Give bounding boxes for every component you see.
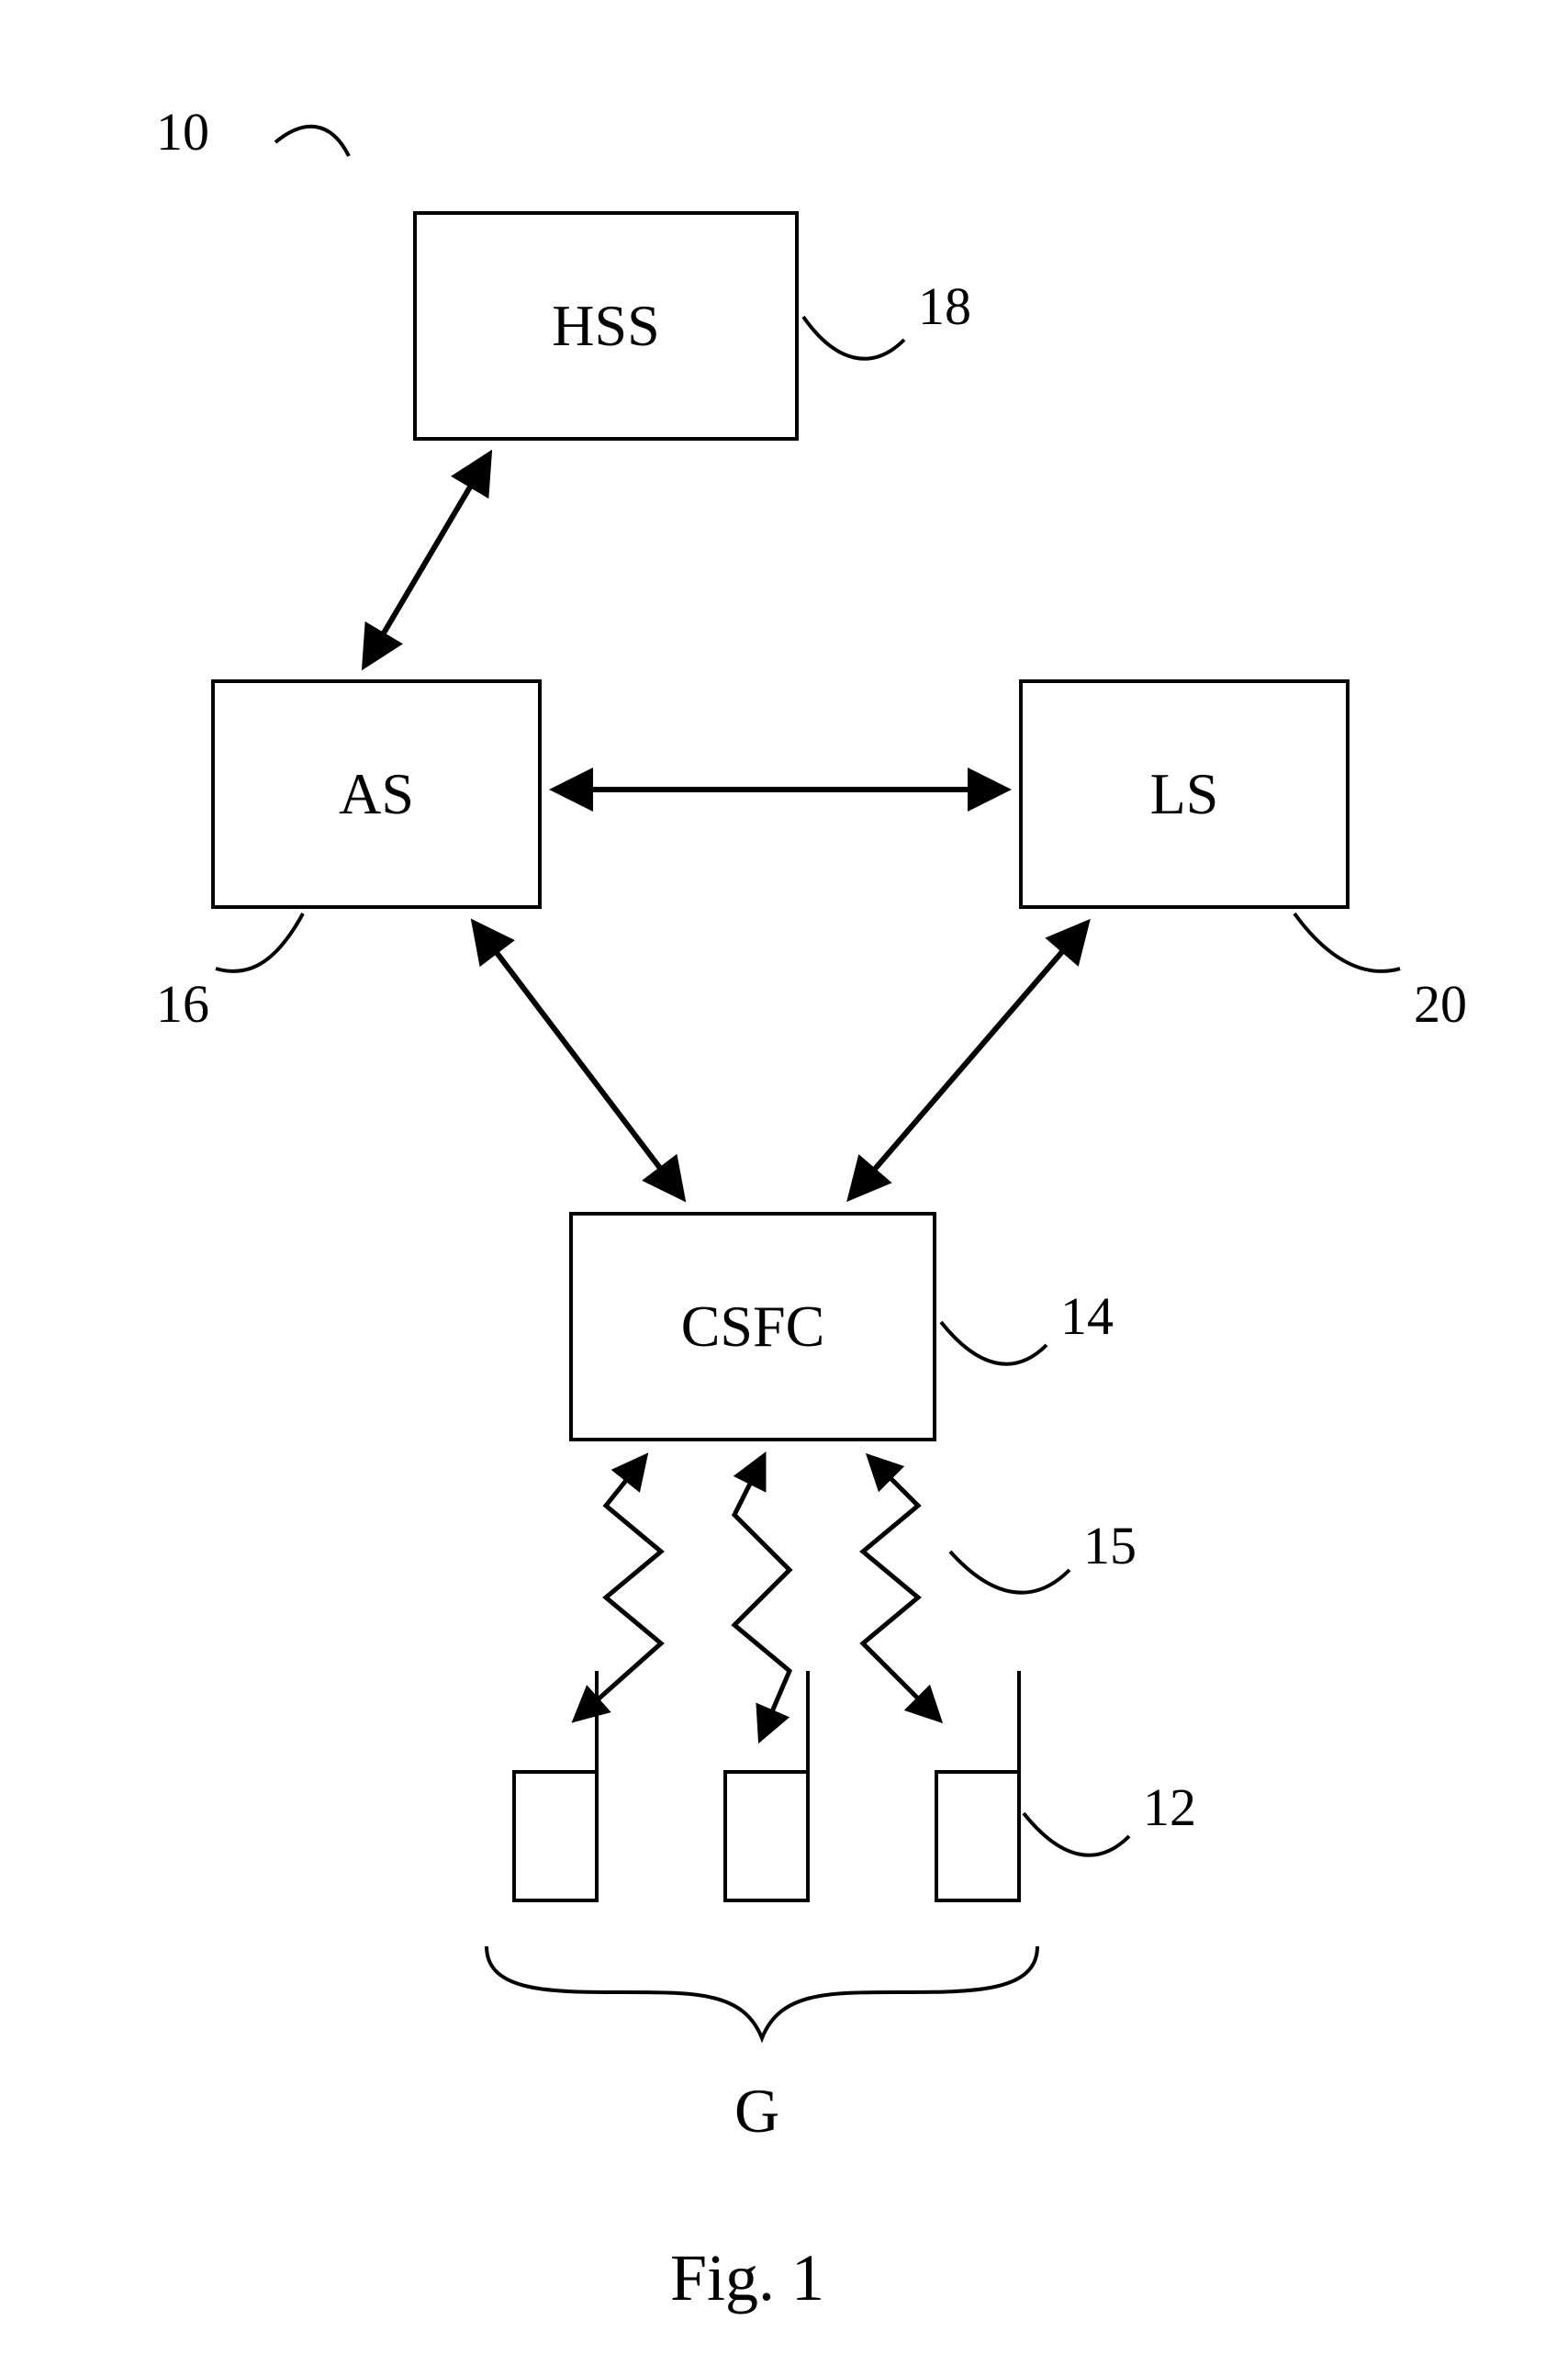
node-csfc-label: CSFC [681,1293,825,1361]
device-1 [514,1671,597,1900]
leader-16 [216,913,303,971]
node-hss: HSS [413,211,799,441]
ref-16: 16 [156,973,209,1035]
ref-20: 20 [1414,973,1467,1035]
node-hss-label: HSS [552,292,659,360]
diagram-canvas: HSS AS LS CSFC 10 18 16 20 14 15 12 G Fi… [0,0,1568,2376]
zigzag-3 [863,1460,936,1717]
device-3 [936,1671,1019,1900]
ref-12: 12 [1143,1776,1196,1838]
zigzag-2 [734,1460,790,1735]
leader-10 [275,127,349,156]
ref-18: 18 [918,275,971,337]
node-csfc: CSFC [569,1212,936,1441]
zigzag-1 [578,1460,661,1717]
ref-14: 14 [1060,1285,1114,1347]
figure-caption: Fig. 1 [670,2240,824,2316]
leader-15 [950,1552,1070,1593]
group-brace [487,1946,1037,2038]
leader-14 [941,1322,1047,1364]
node-ls: LS [1019,679,1350,909]
group-label: G [734,2075,779,2147]
ref-15: 15 [1083,1515,1137,1576]
arrow-as-csfc [477,927,679,1194]
arrow-hss-as [367,459,487,661]
device-2 [725,1671,808,1900]
leader-20 [1294,913,1400,971]
node-ls-label: LS [1150,760,1219,828]
leader-18 [803,317,904,359]
arrow-ls-csfc [854,927,1083,1194]
node-as-label: AS [339,760,414,828]
node-as: AS [211,679,542,909]
ref-10: 10 [156,101,209,163]
leader-12 [1024,1813,1129,1855]
